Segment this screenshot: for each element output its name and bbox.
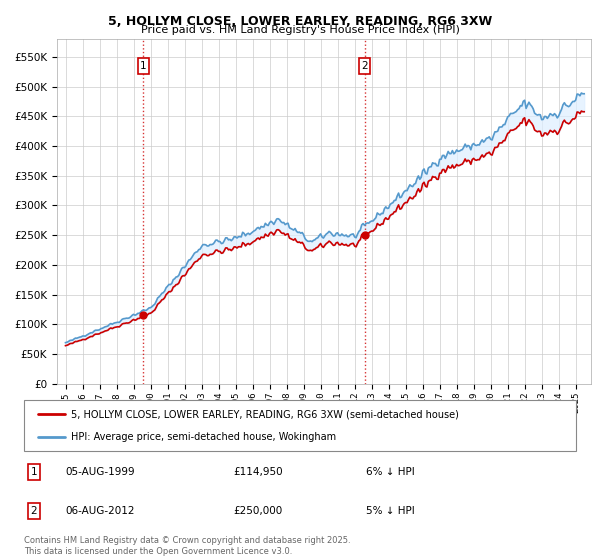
Text: 5% ↓ HPI: 5% ↓ HPI [366,506,415,516]
Text: HPI: Average price, semi-detached house, Wokingham: HPI: Average price, semi-detached house,… [71,432,336,442]
Text: 2: 2 [31,506,37,516]
Text: 1: 1 [140,61,147,71]
Text: 6% ↓ HPI: 6% ↓ HPI [366,468,415,478]
Text: Price paid vs. HM Land Registry's House Price Index (HPI): Price paid vs. HM Land Registry's House … [140,25,460,35]
Text: 06-AUG-2012: 06-AUG-2012 [65,506,135,516]
Text: 2: 2 [361,61,368,71]
Text: £250,000: £250,000 [234,506,283,516]
Text: Contains HM Land Registry data © Crown copyright and database right 2025.
This d: Contains HM Land Registry data © Crown c… [24,536,350,556]
Text: 5, HOLLYM CLOSE, LOWER EARLEY, READING, RG6 3XW (semi-detached house): 5, HOLLYM CLOSE, LOWER EARLEY, READING, … [71,409,459,419]
Text: 05-AUG-1999: 05-AUG-1999 [65,468,135,478]
Text: 5, HOLLYM CLOSE, LOWER EARLEY, READING, RG6 3XW: 5, HOLLYM CLOSE, LOWER EARLEY, READING, … [108,15,492,28]
FancyBboxPatch shape [24,400,576,451]
Text: £114,950: £114,950 [234,468,283,478]
Text: 1: 1 [31,468,37,478]
